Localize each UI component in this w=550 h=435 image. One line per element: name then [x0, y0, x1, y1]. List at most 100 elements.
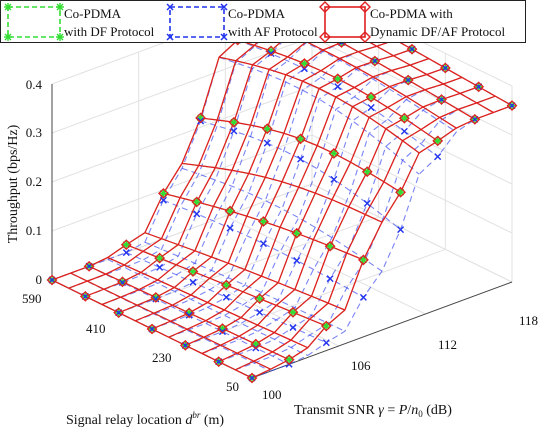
marker-af-4-2: [256, 308, 264, 316]
marker-df-5-2: [288, 308, 297, 317]
z-tick-3: 0.3: [26, 125, 42, 140]
marker-af-6-5: [434, 153, 442, 161]
surface-line-snr-5: [144, 241, 346, 332]
marker-df-1-3: [192, 197, 201, 206]
marker-dynamic-4-6: [402, 74, 414, 86]
legend-swatch-af: [169, 6, 225, 38]
marker-dynamic-4-4: [328, 148, 340, 159]
marker-dynamic-4-2: [254, 293, 266, 305]
marker-dynamic-5-7: [473, 81, 485, 93]
marker-df-3-2: [222, 280, 231, 289]
marker-af-0-4: [197, 117, 205, 125]
marker-dynamic-3-2: [220, 279, 232, 291]
marker-df-6-5: [433, 136, 442, 145]
marker-af-1-2: [156, 263, 164, 271]
marker-af-2-2: [189, 278, 197, 286]
y-tick-106: 106: [351, 358, 371, 373]
legend: Co-PDMA with DF Protocol Co-PDMA with AF…: [0, 0, 526, 43]
y-axis-label: Transmit SNR γ = P/n0 (dB): [294, 403, 452, 419]
marker-dynamic-3-1: [183, 307, 195, 319]
surface-line-snr-9: [218, 56, 420, 175]
marker-df-2-4: [263, 124, 272, 133]
asterisk-marker-icon: [4, 3, 64, 41]
x-tick-230: 230: [152, 350, 172, 365]
marker-df-5-5: [400, 114, 409, 123]
marker-df-3-5: [333, 74, 342, 83]
marker-af-2-4: [263, 139, 271, 147]
x-gridline-floor-2: [118, 216, 379, 314]
legend-swatch-df: [7, 6, 61, 38]
marker-dynamic-1-1: [117, 276, 128, 288]
marker-af-5-4: [363, 199, 371, 207]
y-gridline-floor-3: [311, 183, 513, 283]
marker-af-3-5: [334, 83, 342, 91]
marker-dynamic-5-5: [398, 112, 410, 124]
surface-line-snr-5: [144, 232, 346, 311]
surface-line-snr-3: [107, 258, 308, 356]
marker-dynamic-4-3: [291, 227, 303, 239]
marker-dynamic-3-7: [406, 43, 418, 55]
marker-af-0-3: [159, 196, 167, 204]
surface-line-d-1: [68, 1, 329, 289]
marker-df-6-2: [322, 322, 331, 331]
marker-dynamic-2-2: [187, 266, 199, 277]
marker-af-6-2: [322, 339, 330, 347]
marker-df-6-4: [396, 188, 405, 197]
marker-af-6-3: [359, 293, 367, 301]
y-tick-112: 112: [438, 337, 457, 352]
marker-dynamic-1-5: [265, 45, 277, 57]
marker-df-5-3: [326, 242, 335, 251]
marker-df-2-5: [300, 59, 309, 68]
y-tick-118: 118: [519, 313, 538, 328]
marker-dynamic-6-0: [246, 372, 258, 384]
marker-dynamic-0-0: [46, 274, 58, 286]
marker-af-5-3: [326, 275, 334, 283]
x-marker-icon: [166, 3, 228, 41]
x-tick-590: 590: [22, 291, 42, 306]
z-tick-1: 0.1: [26, 223, 42, 238]
marker-dynamic-6-5: [432, 135, 444, 147]
marker-af-3-3: [259, 240, 267, 248]
marker-dynamic-1-3: [191, 196, 203, 208]
marker-dynamic-3-0: [146, 323, 158, 335]
surface-line-snr-3: [107, 256, 308, 349]
surface-line-d-7: [168, 58, 429, 338]
marker-df-4-3: [292, 229, 301, 238]
marker-df-0-2: [122, 240, 131, 249]
marker-df-1-4: [229, 118, 238, 127]
marker-df-2-2: [188, 267, 197, 276]
marker-af-4-5: [367, 104, 375, 112]
surface-line-snr-1: [70, 272, 271, 370]
marker-dynamic-5-0: [213, 356, 225, 368]
marker-dynamic-2-1: [150, 291, 162, 303]
marker-dynamic-6-6: [469, 113, 481, 125]
legend-label-af-line2: with AF Protocol: [228, 24, 318, 39]
z-tick-2: 0.2: [26, 174, 42, 189]
marker-dynamic-6-4: [395, 186, 406, 198]
marker-df-3-3: [259, 217, 268, 226]
z-gridline-right-1: [311, 134, 513, 234]
marker-dynamic-5-3: [324, 240, 336, 252]
marker-af-6-4: [397, 226, 405, 234]
z-axis-label: Throughput (bps/Hz): [6, 124, 21, 243]
marker-df-3-4: [296, 134, 305, 143]
surface-line-snr-9: [218, 56, 420, 154]
x-tick-labels: 590 410 230 50: [22, 291, 239, 394]
marker-dynamic-3-6: [369, 55, 381, 67]
marker-af-2-1: [152, 295, 160, 303]
marker-dynamic-6-2: [320, 320, 332, 332]
marker-af-4-1: [218, 328, 226, 336]
z-gridline-back-2: [51, 85, 313, 183]
marker-df-1-2: [155, 254, 164, 263]
z-tick-0: 0: [36, 272, 43, 287]
legend-label-dynamic-line1: Co-PDMA with: [370, 6, 453, 21]
marker-dynamic-4-0: [179, 339, 191, 351]
marker-af-4-3: [293, 257, 301, 264]
marker-dynamic-0-2: [120, 239, 132, 251]
marker-df-2-3: [226, 207, 235, 216]
marker-dynamic-4-1: [217, 323, 228, 334]
legend-entry-dynamic: Co-PDMA with Dynamic DF/AF Protocol: [319, 1, 505, 43]
marker-df-4-1: [218, 324, 227, 333]
marker-df-2-1: [151, 293, 160, 302]
